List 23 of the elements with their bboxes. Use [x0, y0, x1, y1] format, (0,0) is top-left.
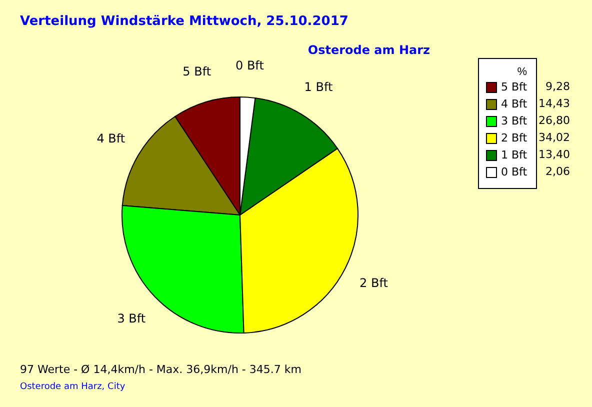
chart-title: Verteilung Windstärke Mittwoch, 25.10.2017: [20, 14, 348, 29]
slice-label: 3 Bft: [117, 311, 146, 326]
data-label: 9,28: [546, 80, 570, 93]
slice-label: 0 Bft: [236, 58, 264, 72]
slice-label: 1 Bft: [304, 80, 333, 94]
data-label: 26,80: [538, 114, 570, 127]
data-label: 13,40: [538, 148, 570, 161]
legend-label: 2 Bft: [501, 132, 528, 144]
chart-subtitle: Osterode am Harz: [308, 43, 430, 57]
slice-label: 4 Bft: [96, 132, 126, 146]
legend-label: 4 Bft: [501, 98, 528, 110]
slice-label: 2 Bft: [360, 276, 388, 290]
text: 97 Werte - Ø 14,4km/h - Max. 36,9km/h - 345.7 km: [20, 363, 302, 376]
legend-label: 5 Bft: [501, 80, 528, 94]
legend-label: 3 Bft: [501, 114, 528, 128]
data-label: 34,02: [538, 131, 570, 144]
legend-label: 1 Bft: [501, 148, 528, 162]
slice-label: 5 Bft: [182, 64, 212, 78]
data-label: 14,43: [538, 97, 570, 110]
legend-label: 0 Bft: [501, 166, 528, 178]
text: Osterode am Harz, City: [20, 382, 126, 392]
data-label: 2,06: [546, 165, 570, 178]
legend-title: %: [517, 66, 528, 78]
